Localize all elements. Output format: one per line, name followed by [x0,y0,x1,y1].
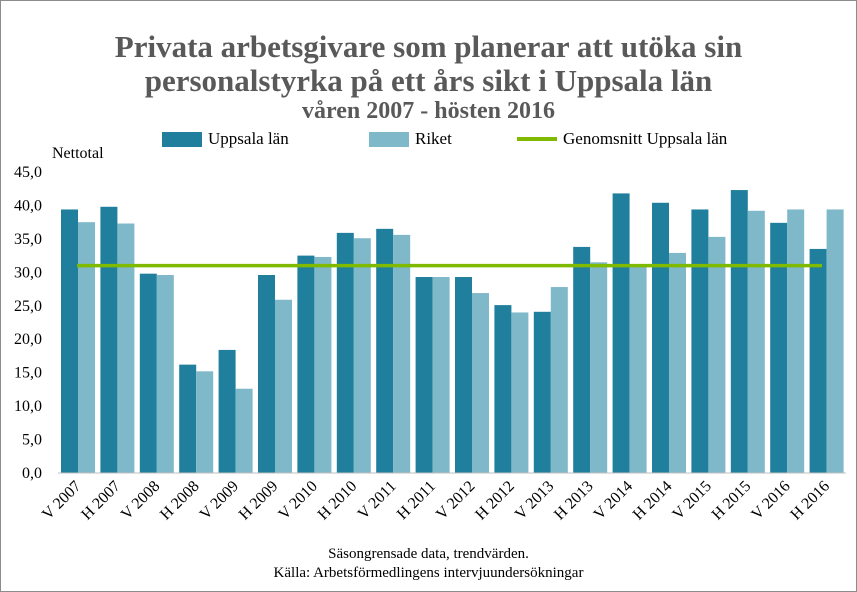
x-tick-label: V 2014 [591,478,636,523]
x-tick-label: H 2008 [157,478,203,524]
bar-uppsala [809,248,827,473]
bar-riket [432,277,450,473]
footnote-line-2: Källa: Arbetsförmedlingens intervjuunder… [273,565,584,581]
x-tick-label: V 2015 [669,478,714,523]
chart-title-line-1: Privata arbetsgivare som planerar att ut… [114,29,743,64]
legend-item-average: Genomsnitt Uppsala län [517,128,727,150]
y-tick-label: 25,0 [14,298,42,315]
chart-subtitle: våren 2007 - hösten 2016 [302,98,555,124]
bar-riket [511,312,529,473]
bar-riket [156,275,174,473]
chart-legend: Uppsala län Riket Genomsnitt Uppsala län [0,128,857,150]
x-tick-label: H 2009 [236,478,282,524]
bar-uppsala [612,193,630,473]
x-tick-label: H 2007 [78,478,124,524]
bar-riket [826,209,844,474]
bar-riket [353,238,371,473]
x-tick-label: V 2009 [197,478,242,523]
legend-label-average: Genomsnitt Uppsala län [563,129,728,148]
x-tick-label: V 2012 [433,478,478,523]
bar-uppsala [179,364,197,473]
x-tick-label: H 2013 [551,478,597,524]
legend-item-riket: Riket [369,128,452,150]
bar-riket [235,388,253,473]
x-tick-label: H 2011 [394,478,439,523]
y-axis-label: Nettotal [52,145,104,162]
bar-uppsala [691,209,709,474]
legend-swatch-uppsala [162,131,202,147]
bar-riket [275,299,292,473]
y-tick-label: 20,0 [14,331,42,348]
bar-uppsala [415,277,433,473]
y-tick-label: 40,0 [14,197,42,214]
bar-riket [393,234,411,473]
bar-uppsala [61,209,78,474]
x-tick-label: H 2012 [472,478,518,524]
x-tick-label: H 2015 [709,478,755,524]
x-tick-label: V 2011 [355,478,400,523]
y-tick-label: 10,0 [14,398,42,415]
legend-label-riket: Riket [415,129,452,148]
bar-riket [787,209,805,474]
bar-riket [629,265,647,473]
bar-riket [196,371,214,473]
bar-uppsala [376,228,394,473]
y-tick-label: 15,0 [14,365,42,382]
y-tick-label: 45,0 [14,164,42,181]
bar-uppsala [100,206,118,473]
bar-riket [78,222,95,473]
y-tick-label: 35,0 [14,231,42,248]
bar-uppsala [336,232,354,473]
bar-riket [590,262,608,473]
bar-uppsala [573,246,591,473]
y-tick-label: 0,0 [22,465,42,482]
x-tick-label: H 2010 [315,478,361,524]
chart-title: Privata arbetsgivare som planerar att ut… [0,30,857,98]
bar-uppsala [297,255,315,473]
bar-uppsala [770,222,788,473]
bar-riket [747,210,765,473]
x-tick-label: V 2016 [748,478,793,523]
bar-riket [669,252,686,473]
bar-riket [117,223,135,473]
bar-riket [550,287,568,473]
x-tick-label: V 2008 [118,478,163,523]
chart-title-line-2: personalstyrka på ett års sikt i Uppsala… [144,63,713,98]
legend-swatch-riket [369,131,409,147]
footnote-line-1: Säsongrensade data, trendvärden. [328,546,529,562]
bar-uppsala [652,202,669,473]
x-tick-label: V 2010 [275,478,320,523]
x-tick-label: H 2016 [787,478,833,524]
bar-uppsala [455,277,472,473]
legend-item-uppsala: Uppsala län [162,128,289,150]
y-tick-label: 30,0 [14,264,42,281]
bar-uppsala [218,349,236,473]
x-tick-label: V 2013 [512,478,557,523]
bar-riket [472,293,489,473]
y-tick-label: 5,0 [22,432,42,449]
bar-uppsala [139,273,157,473]
bar-uppsala [730,190,748,473]
x-tick-label: H 2014 [630,478,676,524]
bar-uppsala [494,305,512,473]
legend-swatch-average [517,137,557,141]
bar-riket [314,256,332,473]
bar-riket [708,236,726,473]
bar-uppsala [533,311,551,473]
legend-label-uppsala: Uppsala län [208,129,289,148]
bar-uppsala [258,275,275,473]
x-tick-label: V 2007 [39,478,84,523]
